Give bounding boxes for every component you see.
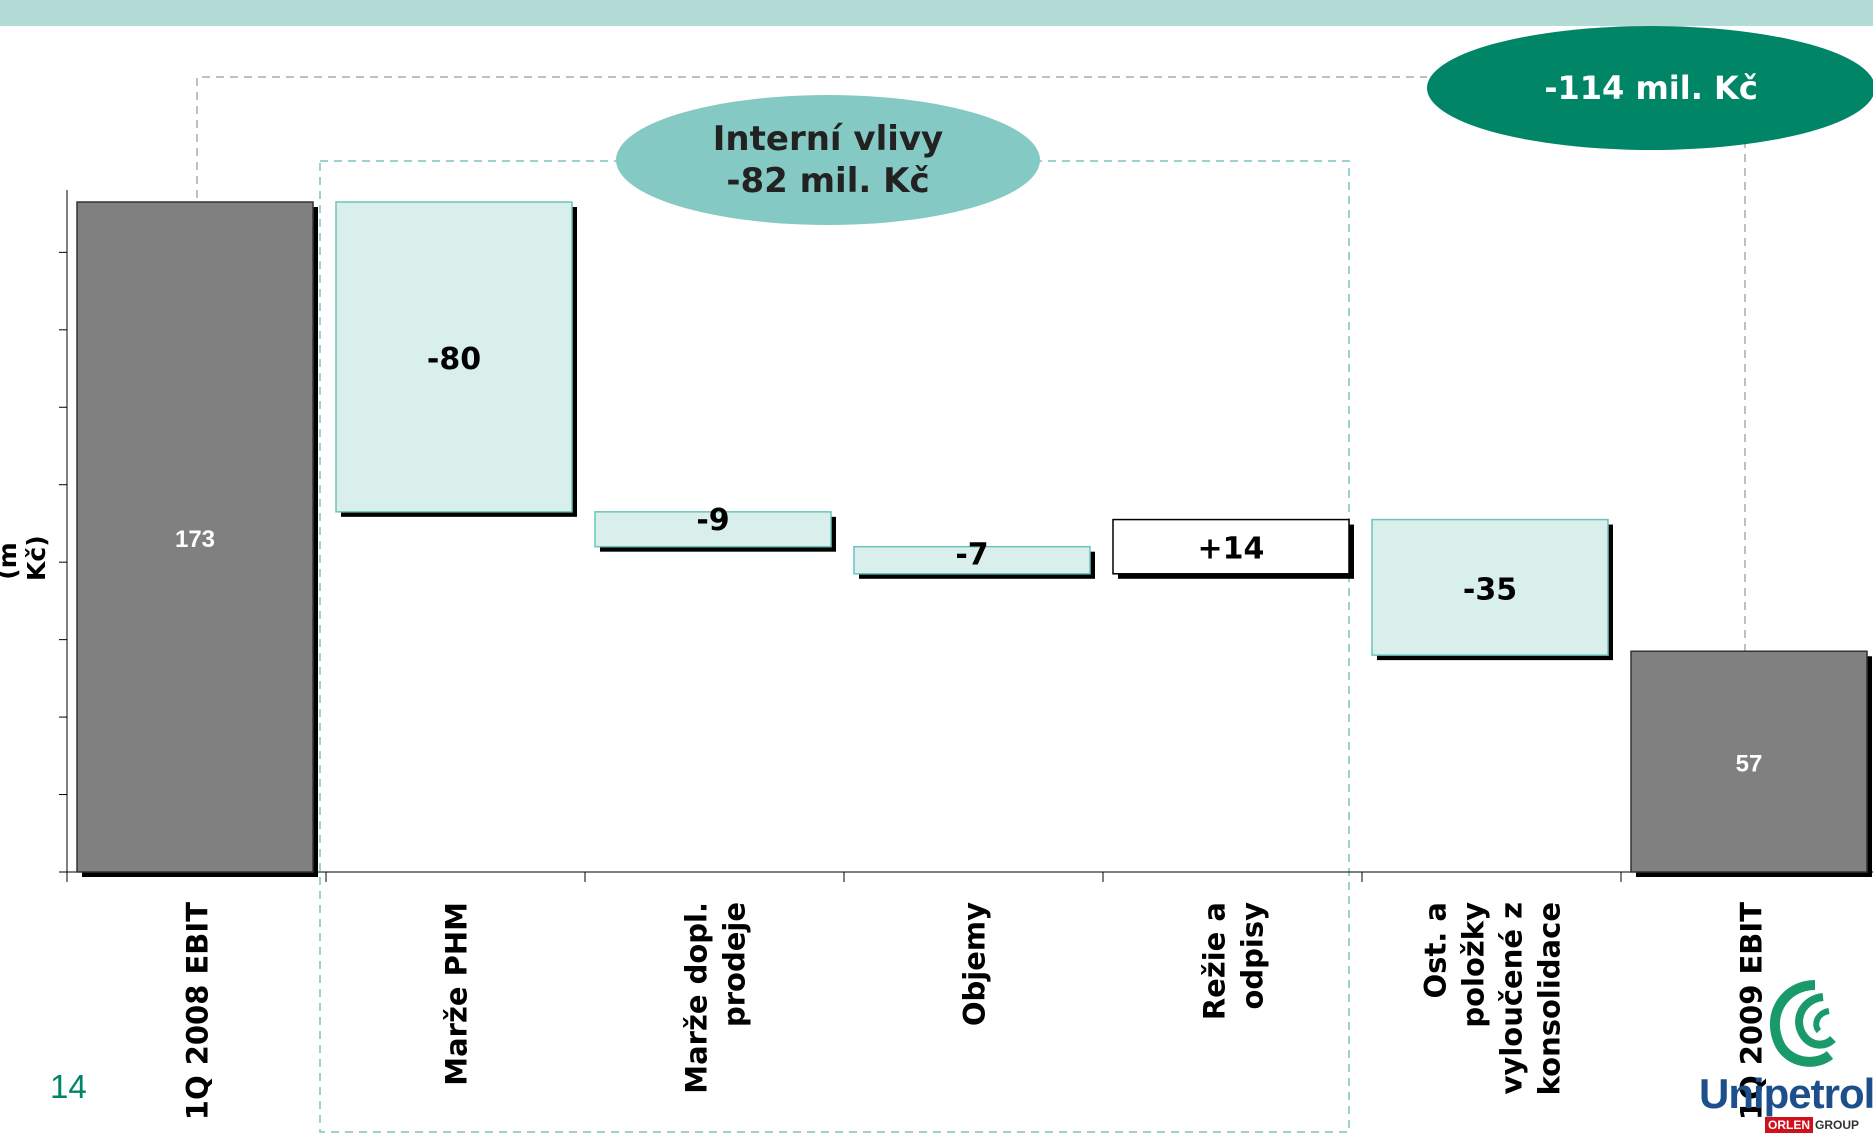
bar-label-0: 173 bbox=[175, 526, 215, 553]
category-label-4-line-0: Režie a bbox=[1198, 902, 1232, 1020]
category-label-6-line-0: 1Q 2009 EBIT bbox=[1735, 902, 1769, 1120]
category-label-0-line-0: 1Q 2008 EBIT bbox=[181, 902, 215, 1120]
category-label-5-line-2: vyloučené z bbox=[1495, 902, 1529, 1094]
unipetrol-logo: Unipetrol ORLEN GROUP bbox=[1695, 975, 1873, 1135]
bar-label-3: -7 bbox=[955, 538, 988, 573]
logo-text: Unipetrol bbox=[1699, 1070, 1873, 1117]
bar-2 bbox=[594, 511, 832, 548]
internal-effects-frame bbox=[319, 160, 1350, 1133]
total-change-value: -114 mil. Kč bbox=[1544, 69, 1758, 107]
total-bracket-line bbox=[196, 76, 1427, 198]
internal-effects-bubble: Interní vlivy -82 mil. Kč bbox=[616, 95, 1040, 225]
category-label-3-line-0: Objemy bbox=[958, 902, 992, 1026]
total-change-bubble: -114 mil. Kč bbox=[1427, 26, 1873, 150]
bar-1 bbox=[335, 201, 573, 513]
page-number: 14 bbox=[50, 1068, 87, 1105]
logo-badge-orlen: ORLEN bbox=[1765, 1117, 1813, 1133]
y-axis-label: (m Kč) bbox=[0, 535, 51, 581]
category-label-2-line-0: Marže dopl. bbox=[680, 902, 714, 1094]
bar-5 bbox=[1371, 518, 1609, 656]
bar-3 bbox=[853, 545, 1091, 575]
top-band bbox=[0, 0, 1873, 26]
category-label-5-line-0: Ost. a bbox=[1419, 902, 1453, 998]
bar-label-5: -35 bbox=[1463, 572, 1517, 607]
logo-badge-group: GROUP bbox=[1815, 1118, 1860, 1132]
logo-swirl-icon bbox=[1770, 980, 1836, 1067]
bar-label-6: 57 bbox=[1736, 751, 1763, 778]
logo-badge: ORLEN GROUP bbox=[1765, 1117, 1860, 1134]
bar-label-1: -80 bbox=[427, 342, 481, 377]
internal-effects-value: -82 mil. Kč bbox=[726, 161, 930, 201]
bar-label-4: +14 bbox=[1198, 532, 1265, 567]
category-label-5-line-3: konsolidace bbox=[1533, 902, 1567, 1095]
category-label-1-line-0: Marže PHM bbox=[440, 902, 474, 1086]
bar-label-2: -9 bbox=[696, 503, 729, 538]
bar-4 bbox=[1112, 518, 1350, 575]
internal-effects-title: Interní vlivy bbox=[712, 119, 944, 159]
bar-6 bbox=[1630, 650, 1868, 873]
category-label-4-line-1: odpisy bbox=[1236, 902, 1270, 1010]
category-label-2-line-1: prodeje bbox=[718, 902, 752, 1027]
category-label-5-line-1: položky bbox=[1457, 902, 1491, 1028]
bar-0 bbox=[76, 201, 314, 873]
